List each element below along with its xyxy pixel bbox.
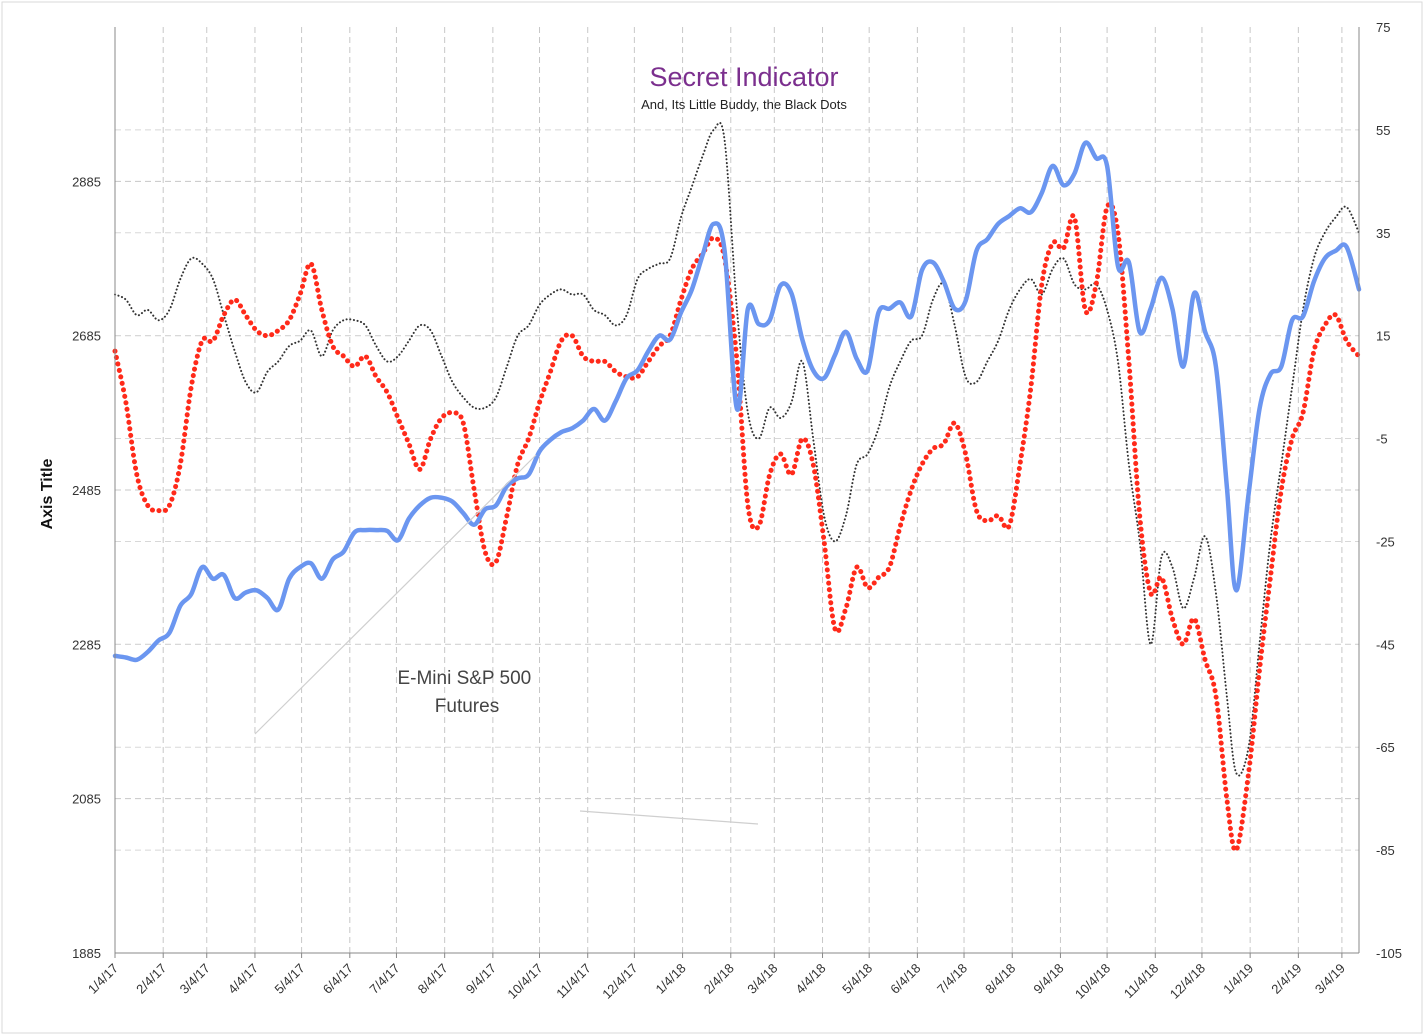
- annotation-leader-line-2: [579, 810, 759, 825]
- y-left-tick-label: 2285: [72, 637, 101, 652]
- y-right-tick-label: -45: [1376, 637, 1395, 652]
- y-right-tick-label: 55: [1376, 123, 1390, 138]
- y-left-tick-label: 2485: [72, 483, 101, 498]
- annotation-label: E-Mini S&P 500 Futures: [397, 668, 536, 717]
- series-line-secret-indicator: [112, 201, 1362, 853]
- y-right-tick-label: 15: [1376, 329, 1390, 344]
- y-left-tick-label: 2885: [72, 174, 101, 189]
- annotation-line-2: Futures: [435, 696, 499, 717]
- y-axis-title: Axis Title: [39, 458, 56, 529]
- series-line-emini-sp500: [112, 140, 1362, 663]
- y-right-tick-label: -85: [1376, 843, 1395, 858]
- series-line-black-dots: [114, 121, 1360, 777]
- y-right-tick-label: -65: [1376, 740, 1395, 755]
- chart-title: Secret Indicator: [649, 62, 838, 92]
- y-left-tick-label: 1885: [72, 946, 101, 961]
- y-left-tick-label: 2085: [72, 792, 101, 807]
- annotation-line-1: E-Mini S&P 500: [397, 668, 531, 689]
- y-right-tick-label: -25: [1376, 534, 1395, 549]
- y-right-tick-label: 75: [1376, 20, 1390, 35]
- y-right-tick-label: -105: [1376, 946, 1402, 961]
- chart-subtitle: And, Its Little Buddy, the Black Dots: [641, 97, 847, 112]
- y-left-tick-label: 2685: [72, 329, 101, 344]
- y-right-tick-label: 35: [1376, 226, 1390, 241]
- text-layer: Secret Indicator And, Its Little Buddy, …: [39, 62, 847, 717]
- series-layer: [112, 121, 1362, 853]
- y-right-tick-label: -5: [1376, 432, 1388, 447]
- annotation-leader-line: [254, 454, 537, 735]
